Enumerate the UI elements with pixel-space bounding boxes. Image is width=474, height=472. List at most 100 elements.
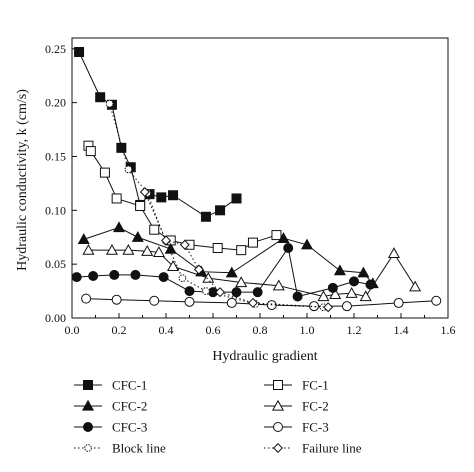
data-point-fc-2	[167, 260, 180, 271]
data-point-cfc-3	[252, 287, 263, 298]
data-point-cfc-3	[365, 279, 376, 290]
data-point-fc-3	[309, 301, 320, 312]
legend-label: CFC-2	[112, 399, 147, 414]
data-point-fc-3	[341, 301, 352, 312]
data-point-cfc-2	[112, 221, 126, 233]
y-tick-label: 0.00	[45, 311, 66, 325]
legend-swatch-marker	[273, 443, 283, 453]
data-point-fc-1	[135, 201, 146, 211]
data-point-block-line	[124, 165, 133, 174]
data-point-cfc-2	[164, 242, 177, 254]
series-fc-3	[81, 293, 442, 312]
series-fc-1	[83, 140, 282, 256]
data-point-fc-2	[82, 243, 95, 255]
data-point-cfc-2	[277, 232, 290, 243]
x-axis-title: Hydraulic gradient	[212, 349, 317, 364]
data-point-failure-line	[139, 187, 150, 197]
data-point-cfc-1	[168, 190, 179, 201]
data-point-cfc-3	[71, 272, 82, 283]
series-cfc-2	[77, 221, 379, 289]
y-tick-label: 0.15	[45, 149, 66, 163]
data-point-fc-1	[247, 237, 258, 248]
data-point-fc-2	[409, 280, 422, 292]
x-tick-label: 0.4	[159, 323, 174, 337]
data-point-cfc-2	[300, 238, 314, 250]
x-tick-label: 1.4	[394, 323, 409, 337]
x-tick-label: 0.8	[253, 323, 268, 337]
data-point-fc-1	[149, 224, 160, 235]
data-point-fc-2	[152, 246, 165, 257]
data-point-block-line	[178, 274, 187, 283]
x-tick-label: 1.6	[441, 323, 456, 337]
data-point-fc-1	[99, 167, 110, 178]
y-tick-label: 0.20	[45, 96, 66, 110]
legend-swatch-marker	[84, 444, 92, 452]
data-point-fc-2	[122, 243, 135, 255]
data-point-cfc-3	[158, 272, 169, 283]
legend-swatch-marker	[83, 422, 93, 432]
legend-label: Failure line	[302, 441, 362, 456]
data-point-cfc-3	[109, 269, 120, 280]
data-point-fc-2	[105, 243, 118, 255]
y-axis-title: Hydraulic conductivity, k (cm/s)	[15, 89, 30, 271]
data-point-cfc-3	[283, 243, 294, 253]
x-tick-label: 1.2	[347, 323, 362, 337]
legend-item-block-line: Block line	[74, 441, 166, 456]
data-point-cfc-1	[231, 193, 242, 204]
series-line-cfc-1	[78, 51, 237, 218]
x-tick-label: 0.6	[206, 323, 221, 337]
legend: CFC-1 FC-1 CFC-2 FC-2 CFC-3 FC-3 Block line Fai…	[74, 378, 362, 456]
data-point-cfc-2	[77, 233, 90, 245]
x-tick-label: 0.0	[65, 323, 80, 337]
data-point-fc-2	[202, 271, 215, 283]
series-cfc-1	[74, 47, 242, 222]
data-point-fc-1	[212, 243, 223, 253]
data-point-cfc-1	[215, 205, 226, 216]
x-tick-label: 1.0	[300, 323, 315, 337]
data-point-fc-1	[85, 146, 96, 157]
legend-label: FC-1	[302, 378, 329, 393]
data-point-fc-1	[271, 230, 282, 241]
data-point-fc-3	[184, 296, 195, 307]
plot-area-border	[71, 37, 449, 319]
data-point-cfc-1	[95, 92, 106, 103]
data-point-cfc-2	[333, 264, 346, 276]
data-point-failure-line	[193, 264, 204, 275]
data-point-fc-3	[393, 297, 404, 308]
data-point-fc-2	[359, 290, 372, 302]
series-line-fc-3	[86, 298, 437, 307]
legend-swatch-marker	[271, 399, 285, 411]
legend-label: CFC-1	[112, 378, 147, 393]
y-tick-label: 0.25	[45, 42, 66, 56]
data-point-cfc-3	[231, 287, 242, 298]
data-point-fc-2	[345, 287, 358, 298]
legend-item-cfc-3: CFC-3	[74, 420, 147, 435]
data-point-failure-line	[215, 287, 226, 298]
data-point-failure-line	[179, 239, 190, 250]
data-point-cfc-1	[74, 47, 85, 57]
series-failure-line	[139, 187, 334, 313]
y-tick-label: 0.10	[45, 203, 66, 217]
data-point-cfc-1	[116, 142, 127, 153]
data-point-cfc-2	[131, 231, 144, 242]
data-point-cfc-3	[327, 282, 338, 293]
y-tick-label: 0.05	[45, 257, 66, 271]
data-point-cfc-3	[130, 269, 141, 280]
data-point-cfc-3	[349, 276, 359, 287]
legend-item-fc-1: FC-1	[264, 378, 329, 393]
legend-item-failure-line: Failure line	[264, 441, 362, 456]
data-point-cfc-1	[156, 192, 167, 203]
data-point-failure-line	[323, 302, 334, 313]
data-point-fc-2	[317, 290, 330, 302]
data-point-fc-3	[431, 295, 442, 306]
legend-label: FC-2	[302, 399, 329, 414]
plot-series	[71, 47, 442, 313]
legend-swatch-marker	[83, 380, 93, 390]
data-point-cfc-1	[200, 211, 211, 222]
data-point-fc-2	[235, 276, 248, 288]
legend-item-fc-3: FC-3	[264, 420, 329, 435]
data-point-failure-line	[247, 297, 258, 308]
data-point-fc-1	[111, 193, 122, 204]
data-point-fc-3	[149, 295, 160, 306]
